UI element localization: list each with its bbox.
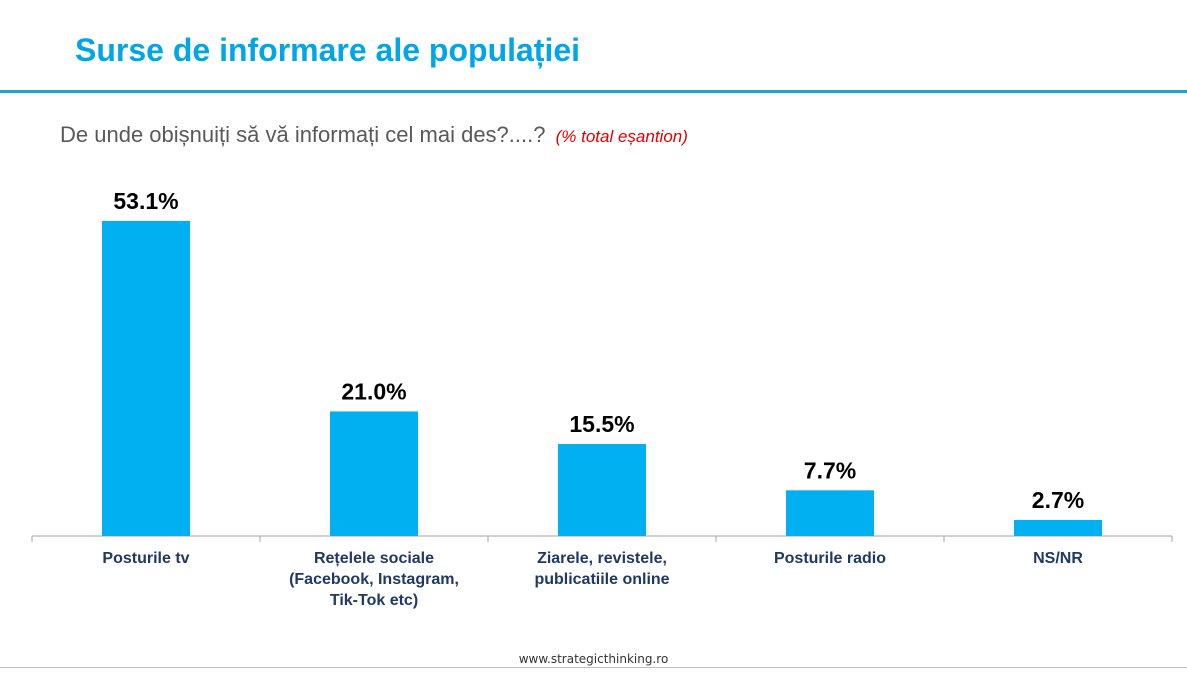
- bar-4: [786, 490, 874, 536]
- title-divider: [0, 90, 1187, 93]
- category-label-line: Rețelele sociale: [314, 550, 434, 567]
- survey-question: De unde obișnuiți să vă informați cel ma…: [60, 122, 688, 148]
- bar-3: [558, 444, 646, 536]
- question-text: De unde obișnuiți să vă informați cel ma…: [60, 122, 546, 147]
- footer-divider: [0, 667, 1187, 668]
- category-label-3: Ziarele, revistele, publicatiile online: [534, 550, 669, 588]
- bar-5: [1014, 519, 1102, 536]
- category-label-line: Tik-Tok etc): [330, 592, 418, 609]
- question-note: (% total eșantion): [555, 127, 688, 146]
- category-label-line: NS/NR: [1033, 550, 1083, 567]
- category-label-1: Posturile tv: [102, 550, 189, 567]
- category-label-4: Posturile radio: [774, 550, 886, 567]
- category-label-line: Posturile tv: [102, 550, 189, 567]
- data-label-1: 53.1%: [113, 188, 178, 214]
- category-label-line: publicatiile online: [534, 571, 669, 588]
- bar-2: [330, 411, 418, 536]
- slide-title: Surse de informare ale populației: [75, 32, 581, 68]
- data-label-5: 2.7%: [1032, 487, 1084, 513]
- data-label-2: 21.0%: [341, 378, 406, 404]
- category-label-2: Rețelele sociale (Facebook, Instagram, Tik…: [289, 550, 459, 609]
- category-label-line: Posturile radio: [774, 550, 886, 567]
- footer-url: www.strategicthinking.ro: [518, 652, 669, 666]
- category-label-line: (Facebook, Instagram,: [289, 571, 459, 588]
- data-label-3: 15.5%: [569, 411, 634, 437]
- data-label-4: 7.7%: [804, 457, 856, 483]
- bar-chart: 53.1% Posturile tv 21.0% Rețelele sociale (F…: [31, 188, 1173, 609]
- category-label-line: Ziarele, revistele,: [537, 550, 667, 567]
- bar-1: [102, 221, 190, 536]
- category-label-5: NS/NR: [1033, 550, 1083, 567]
